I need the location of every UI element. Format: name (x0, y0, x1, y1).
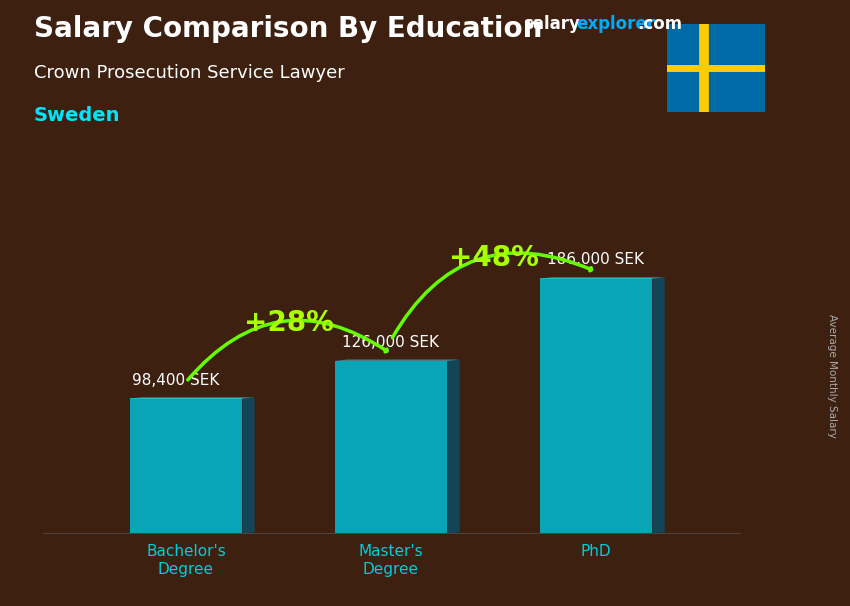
Polygon shape (652, 278, 665, 533)
Bar (129, 399, 242, 533)
Bar (335, 361, 447, 533)
Text: 186,000 SEK: 186,000 SEK (547, 253, 644, 267)
Text: explorer: explorer (576, 15, 655, 33)
Text: Average Monthly Salary: Average Monthly Salary (827, 314, 837, 438)
Polygon shape (447, 360, 460, 533)
Bar (540, 278, 652, 533)
Polygon shape (129, 398, 255, 399)
Text: 126,000 SEK: 126,000 SEK (343, 335, 439, 350)
Polygon shape (335, 360, 460, 361)
Text: .com: .com (638, 15, 683, 33)
Text: salary: salary (523, 15, 580, 33)
FancyArrowPatch shape (393, 253, 592, 338)
Text: Salary Comparison By Education: Salary Comparison By Education (34, 15, 542, 43)
Polygon shape (242, 398, 255, 533)
Text: Crown Prosecution Service Lawyer: Crown Prosecution Service Lawyer (34, 64, 345, 82)
Text: Sweden: Sweden (34, 106, 121, 125)
Text: +28%: +28% (244, 308, 333, 337)
FancyArrowPatch shape (188, 321, 387, 380)
Text: +48%: +48% (449, 244, 538, 272)
Text: 98,400 SEK: 98,400 SEK (132, 373, 219, 387)
